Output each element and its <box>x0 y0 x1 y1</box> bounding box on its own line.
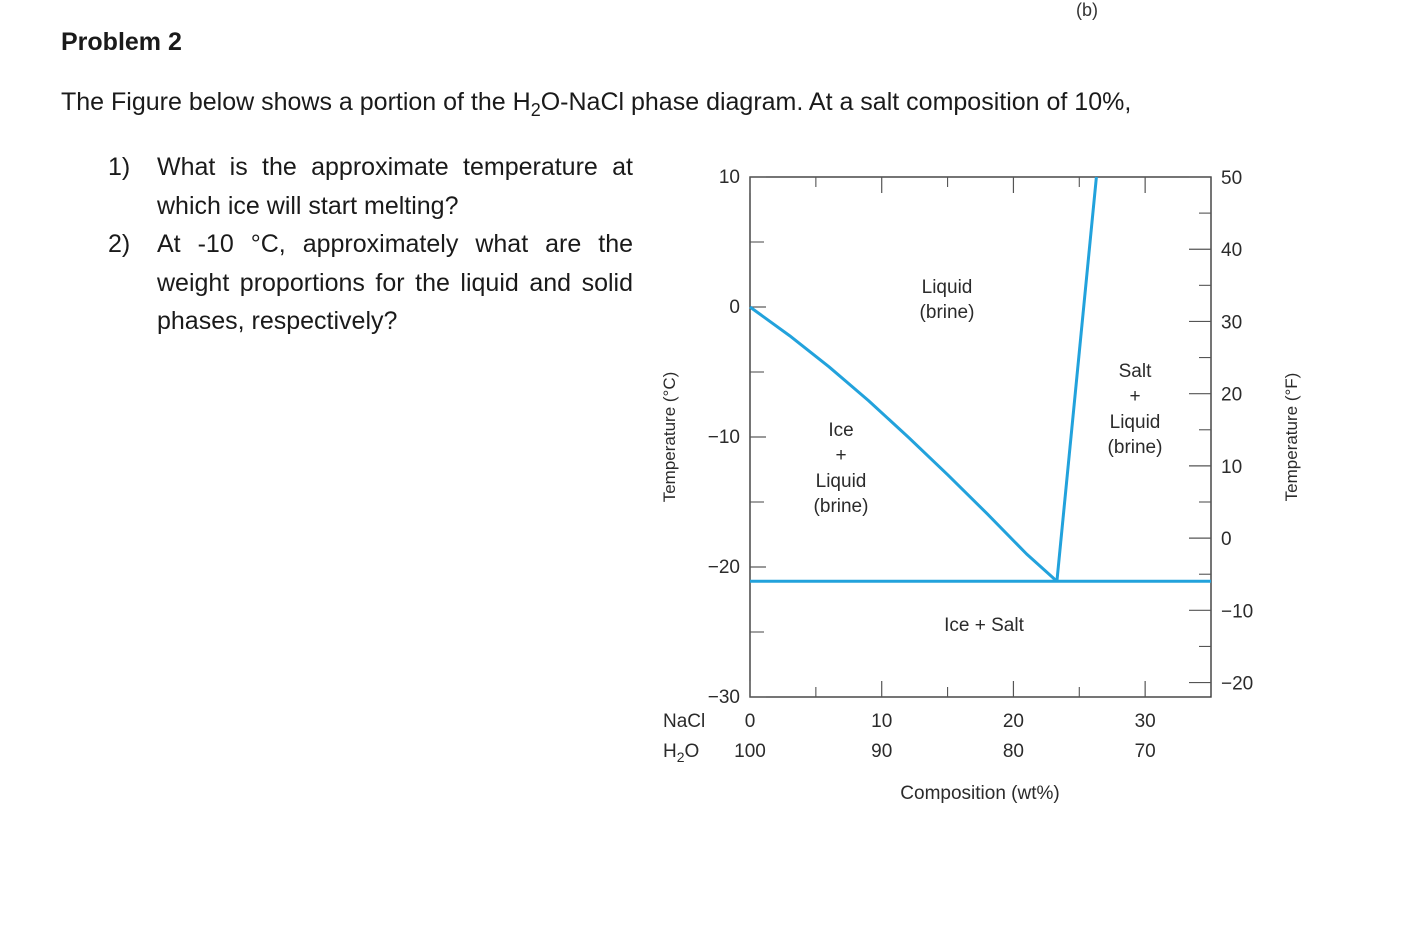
x-tick-label-nacl: 30 <box>1135 711 1156 732</box>
x-tick-label-h2o: 70 <box>1135 741 1156 762</box>
intro-part: O-NaCl phase diagram. At a salt composit… <box>540 88 1132 116</box>
liquidus-salt-line <box>1055 176 1098 582</box>
intro-subscript: 2 <box>530 100 541 120</box>
region-ice-salt-label: Ice + Salt <box>944 615 1024 636</box>
region-ice-brine-label: (brine) <box>814 496 869 517</box>
region-salt-brine-label: (brine) <box>1108 437 1163 458</box>
x-tick-label-h2o: 100 <box>734 741 766 762</box>
question-item: 2) At -10 °C, approximately what are the… <box>108 225 633 341</box>
liquidus-ice-line <box>749 305 1058 583</box>
x-tick-label-nacl: 20 <box>1003 711 1024 732</box>
x-row-label-h2o: H2O <box>663 741 699 765</box>
y-tick-label-left: 10 <box>719 167 740 188</box>
x-tick-label-h2o: 80 <box>1003 741 1024 762</box>
y-tick-label-left: 0 <box>729 297 740 318</box>
intro-part: The Figure below shows a portion of the … <box>61 88 531 116</box>
region-salt-label: Salt <box>1119 361 1152 382</box>
y-tick-label-right: −10 <box>1221 601 1253 622</box>
y-tick-label-right: 50 <box>1221 168 1242 189</box>
figure-tag: (b) <box>1076 0 1098 20</box>
y-tick-label-left: −20 <box>708 557 740 578</box>
x-tick-label-h2o: 90 <box>871 741 892 762</box>
axis-labels: 100−10−20−3050403020100−10−2001001090208… <box>708 167 1253 762</box>
phase-lines <box>749 176 1211 583</box>
region-ice-label: Ice <box>828 420 853 441</box>
y-tick-label-right: 20 <box>1221 385 1242 406</box>
y-tick-label-right: 10 <box>1221 457 1242 478</box>
x-tick-label-nacl: 10 <box>871 711 892 732</box>
region-salt-liquid-label: Liquid <box>1110 412 1161 433</box>
y-tick-label-right: 40 <box>1221 240 1242 261</box>
region-ice-liquid-label: Liquid <box>816 471 867 492</box>
tick-marks <box>749 176 1211 698</box>
y-tick-label-right: −20 <box>1221 674 1253 695</box>
question-text: At -10 °C, approximately what are the we… <box>157 230 633 335</box>
question-item: 1) What is the approximate temperature a… <box>108 148 633 225</box>
region-salt-plus: + <box>1129 386 1140 407</box>
y-tick-label-left: −30 <box>708 687 740 708</box>
x-axis-title: Composition (wt%) <box>900 783 1059 804</box>
y-tick-label-right: 0 <box>1221 529 1232 550</box>
y-tick-label-right: 30 <box>1221 312 1242 333</box>
region-ice-plus: + <box>835 445 846 466</box>
problem-title: Problem 2 <box>61 28 182 56</box>
question-text: What is the approximate temperature at w… <box>157 153 633 220</box>
question-list: 1) What is the approximate temperature a… <box>108 148 633 341</box>
x-tick-label-nacl: 0 <box>745 711 756 732</box>
y-axis-title-left: Temperature (°C) <box>660 372 679 503</box>
region-liquid-label: Liquid <box>922 277 973 298</box>
y-tick-label-left: −10 <box>708 427 740 448</box>
intro-text: The Figure below shows a portion of the … <box>61 88 1131 121</box>
question-number: 2) <box>108 230 131 258</box>
y-axis-title-right: Temperature (°F) <box>1282 373 1301 502</box>
region-liquid-sublabel: (brine) <box>920 302 975 323</box>
x-row-label-nacl: NaCl <box>663 711 705 732</box>
question-number: 1) <box>108 153 131 181</box>
